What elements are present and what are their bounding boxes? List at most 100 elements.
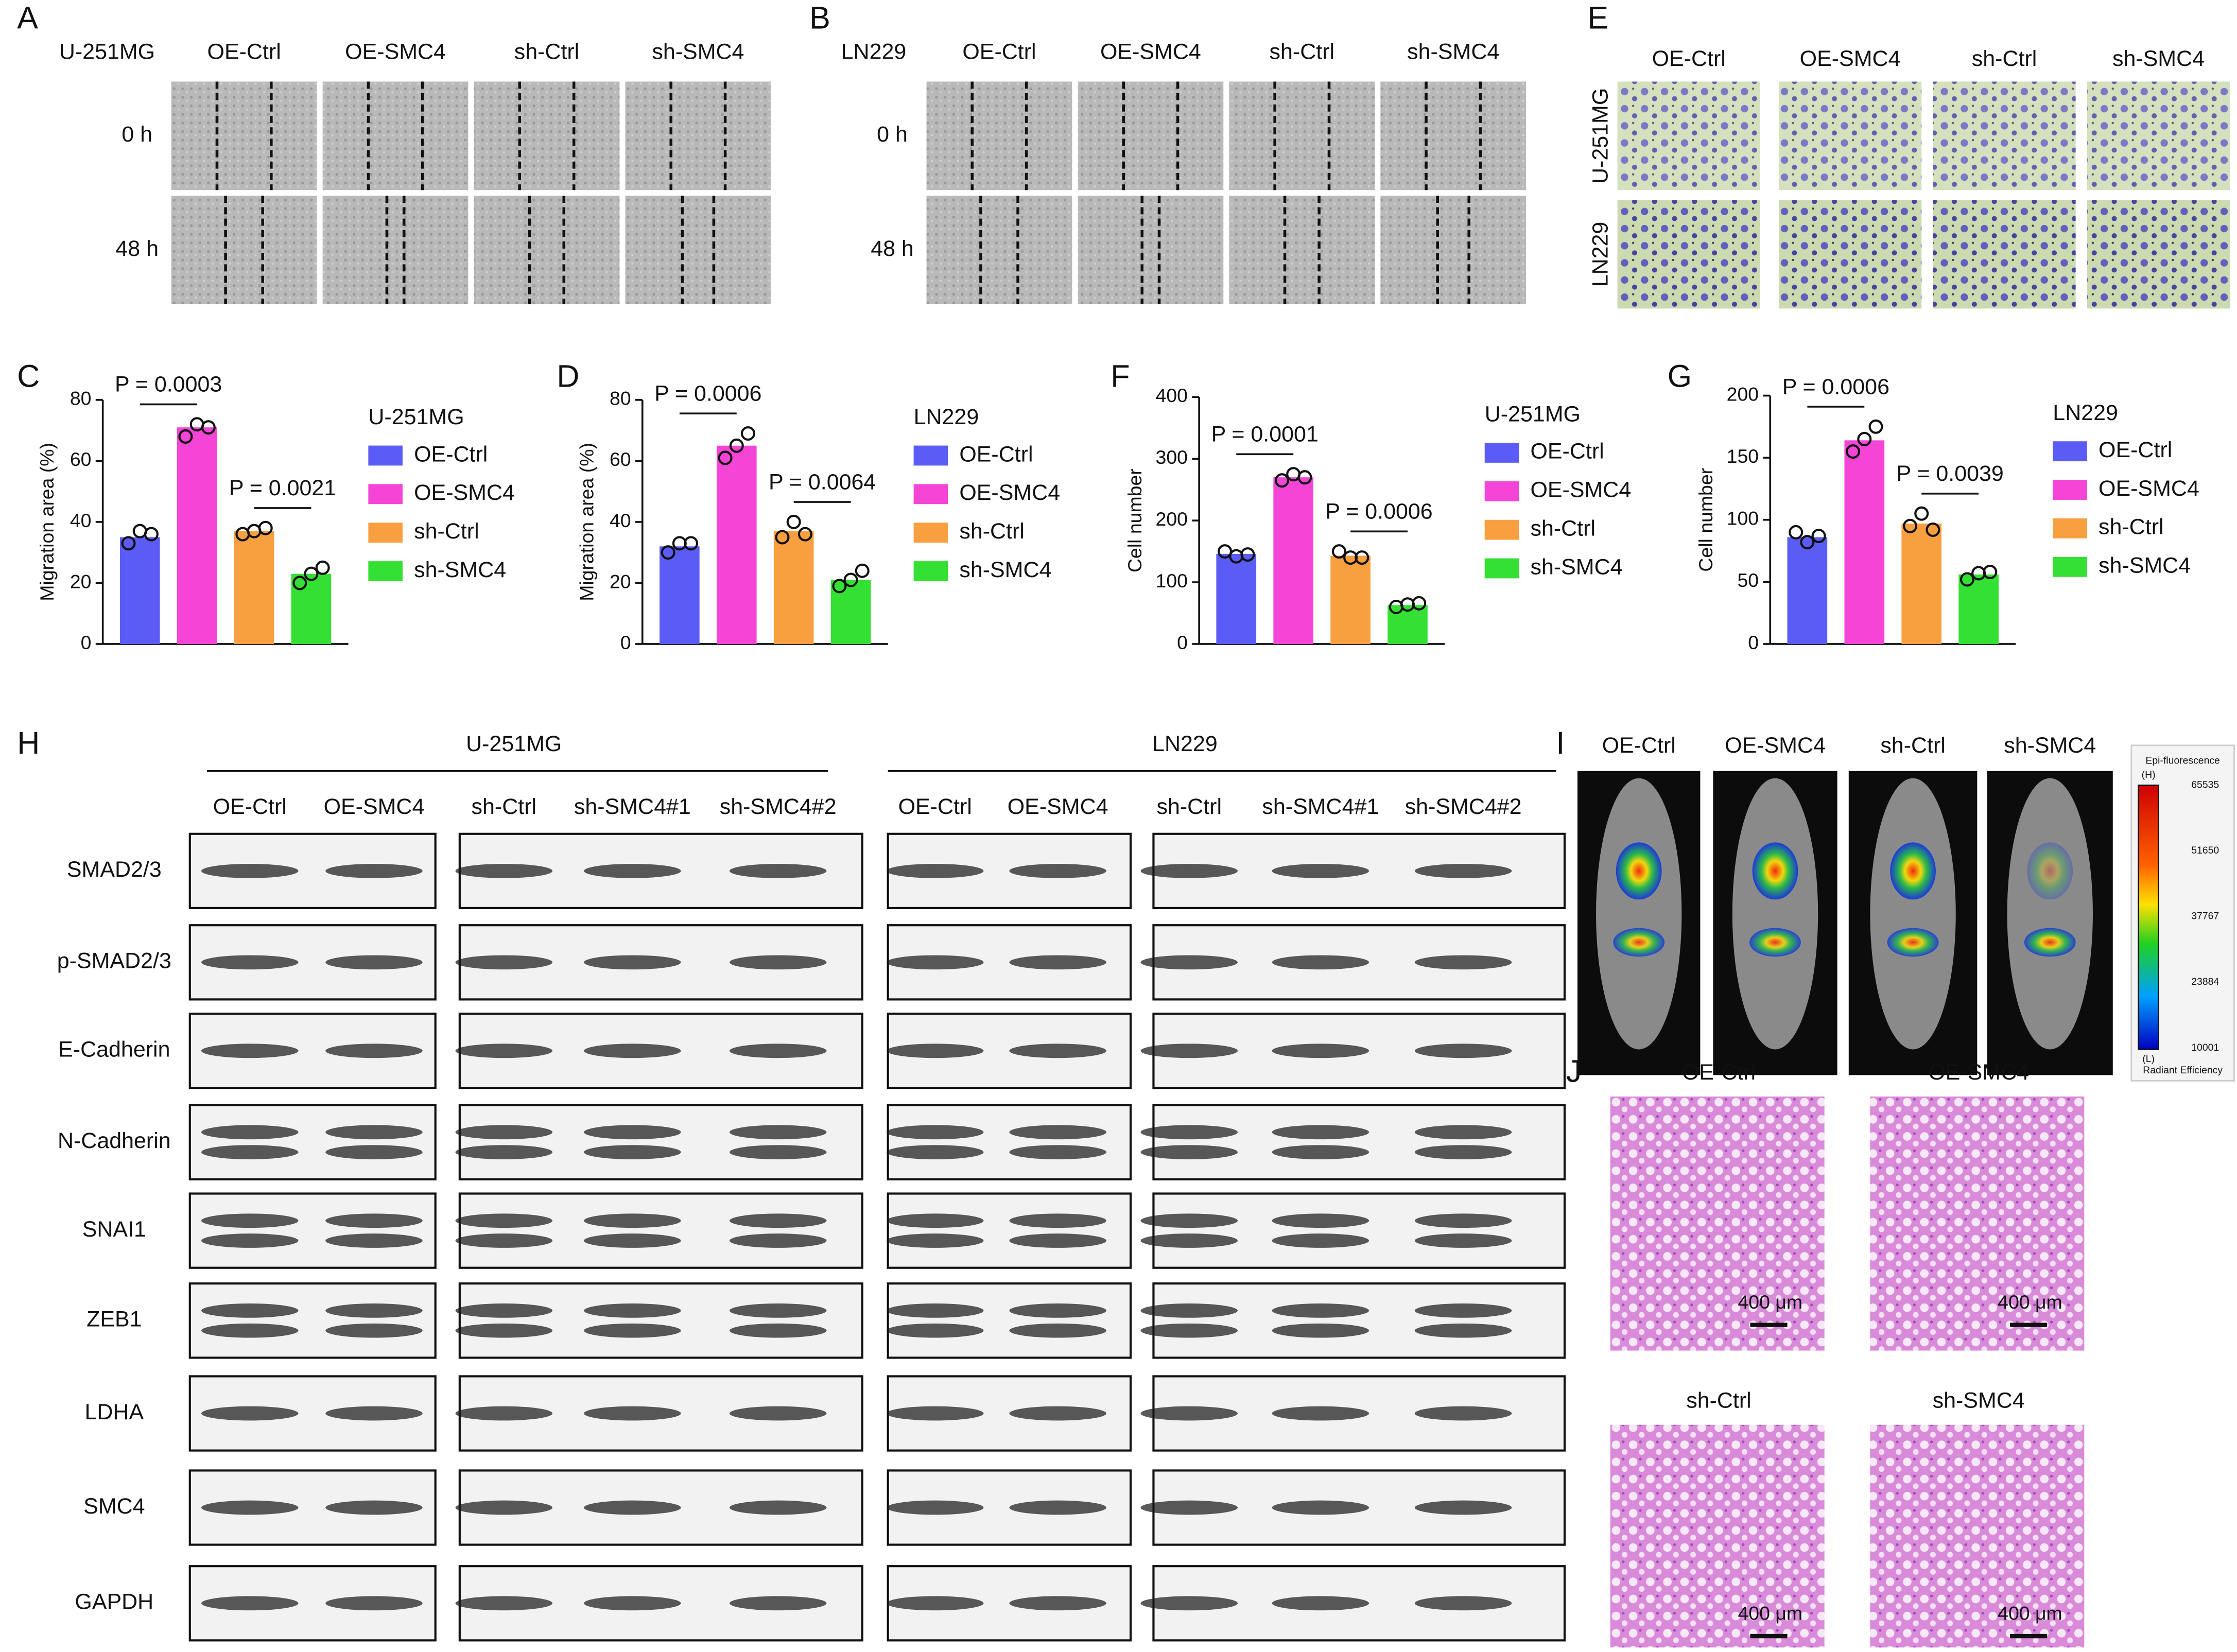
blot-band xyxy=(886,863,984,878)
y-tick-label: 0 xyxy=(620,632,631,653)
blot-band xyxy=(1414,1500,1512,1515)
blot-band xyxy=(1009,1323,1106,1338)
wound-image xyxy=(625,196,771,305)
lane-label: OE-Ctrl xyxy=(213,794,287,819)
data-point xyxy=(201,420,216,435)
blot-band xyxy=(1140,1596,1238,1611)
wound-image xyxy=(474,196,620,305)
wound-image xyxy=(474,81,620,190)
signal xyxy=(1890,842,1936,900)
data-point xyxy=(1914,506,1929,521)
row-label: U-251MG xyxy=(1588,88,1612,184)
blot-band xyxy=(1009,1596,1106,1611)
blot-band xyxy=(729,1596,827,1611)
bar xyxy=(177,427,217,644)
blot-band xyxy=(1140,1500,1238,1515)
lane-label: OE-Ctrl xyxy=(898,794,972,819)
bar xyxy=(1330,555,1371,644)
blot-band xyxy=(886,1145,984,1159)
column-label: sh-SMC4 xyxy=(652,39,744,64)
blot-band xyxy=(729,1145,827,1159)
signal xyxy=(1752,842,1798,900)
blot-band xyxy=(1414,863,1512,878)
p-value: P = 0.0006 xyxy=(654,381,761,406)
protein-label: SMC4 xyxy=(83,1494,145,1519)
data-point xyxy=(178,429,193,444)
legend-label: sh-Ctrl xyxy=(959,519,1025,544)
column-label: OE-Ctrl xyxy=(962,39,1036,64)
blot-box xyxy=(887,1192,1132,1269)
data-point xyxy=(258,520,273,535)
legend-label: sh-SMC4 xyxy=(414,558,506,582)
wound-image xyxy=(1229,196,1375,305)
legend-label: OE-Ctrl xyxy=(1530,439,1604,464)
blot-band xyxy=(1414,1145,1512,1159)
mouse-body xyxy=(1732,778,1818,1050)
y-tick-label: 200 xyxy=(1727,383,1759,405)
transwell-image xyxy=(2087,200,2230,309)
wound-image xyxy=(1229,81,1375,190)
legend-swatch xyxy=(2053,518,2087,538)
blot-band xyxy=(886,1233,984,1248)
blot-band xyxy=(729,1323,827,1338)
column-label: sh-SMC4 xyxy=(2004,733,2096,758)
blot-band xyxy=(1140,1145,1238,1159)
protein-label: E-Cadherin xyxy=(58,1037,170,1062)
column-label: OE-Ctrl xyxy=(1652,46,1726,71)
colorbar-tick: 65535 xyxy=(2191,779,2219,791)
blot-band xyxy=(584,1406,681,1421)
legend-label: OE-SMC4 xyxy=(414,480,515,505)
image-label: OE-Ctrl xyxy=(1682,1060,1756,1085)
legend-label: OE-Ctrl xyxy=(959,442,1033,466)
data-point xyxy=(1959,572,1974,587)
transwell-image xyxy=(1617,200,1760,309)
blot-band xyxy=(325,1233,423,1248)
blot-band xyxy=(729,1213,827,1228)
protein-label: p-SMAD2/3 xyxy=(57,949,171,973)
protein-label: LDHA xyxy=(85,1400,144,1424)
y-axis-label: Migration area (%) xyxy=(36,443,58,601)
blot-band xyxy=(1414,1125,1512,1140)
mouse-body xyxy=(1596,778,1682,1050)
wound-image xyxy=(1078,81,1224,190)
p-value: P = 0.0006 xyxy=(1325,499,1432,524)
blot-band xyxy=(1140,955,1238,970)
blot-band xyxy=(1272,955,1369,970)
blot-box xyxy=(188,1282,437,1359)
blot-band xyxy=(1272,1500,1369,1515)
p-value: P = 0.0003 xyxy=(115,372,222,397)
row-label: 0 h xyxy=(877,122,908,147)
blot-band xyxy=(886,1125,984,1140)
signal xyxy=(2024,928,2076,957)
wound-image xyxy=(171,81,317,190)
colorbar-unit: Radiant Efficiency xyxy=(2143,1065,2223,1076)
data-point xyxy=(797,527,812,542)
blot-band xyxy=(455,1406,553,1421)
legend-swatch xyxy=(2053,557,2087,577)
blot-box xyxy=(458,1192,863,1269)
lane-label: sh-Ctrl xyxy=(472,794,537,819)
blot-box xyxy=(1152,1282,1566,1359)
colorbar xyxy=(2138,785,2159,1050)
blot-band xyxy=(584,1233,681,1248)
blot-band xyxy=(455,1303,553,1318)
blot-box xyxy=(1152,1104,1566,1180)
blot-band xyxy=(584,1044,681,1058)
legend-label: OE-SMC4 xyxy=(1530,478,1631,502)
y-tick-label: 50 xyxy=(1737,569,1759,591)
y-tick-label: 400 xyxy=(1156,385,1188,406)
blot-box xyxy=(188,1192,437,1269)
legend-label: OE-SMC4 xyxy=(959,480,1060,505)
column-label: OE-SMC4 xyxy=(345,39,446,64)
blot-band xyxy=(1272,1145,1369,1159)
bar xyxy=(716,445,757,644)
signal xyxy=(1749,928,1801,957)
cell-line: LN229 xyxy=(841,39,907,64)
column-label: sh-SMC4 xyxy=(1407,39,1499,64)
blot-band xyxy=(1272,1125,1369,1140)
colorbar-high: (H) xyxy=(2142,769,2156,780)
blot-band xyxy=(325,1500,423,1515)
legend-swatch xyxy=(913,561,948,581)
data-point xyxy=(661,545,675,560)
legend-swatch xyxy=(368,445,403,466)
